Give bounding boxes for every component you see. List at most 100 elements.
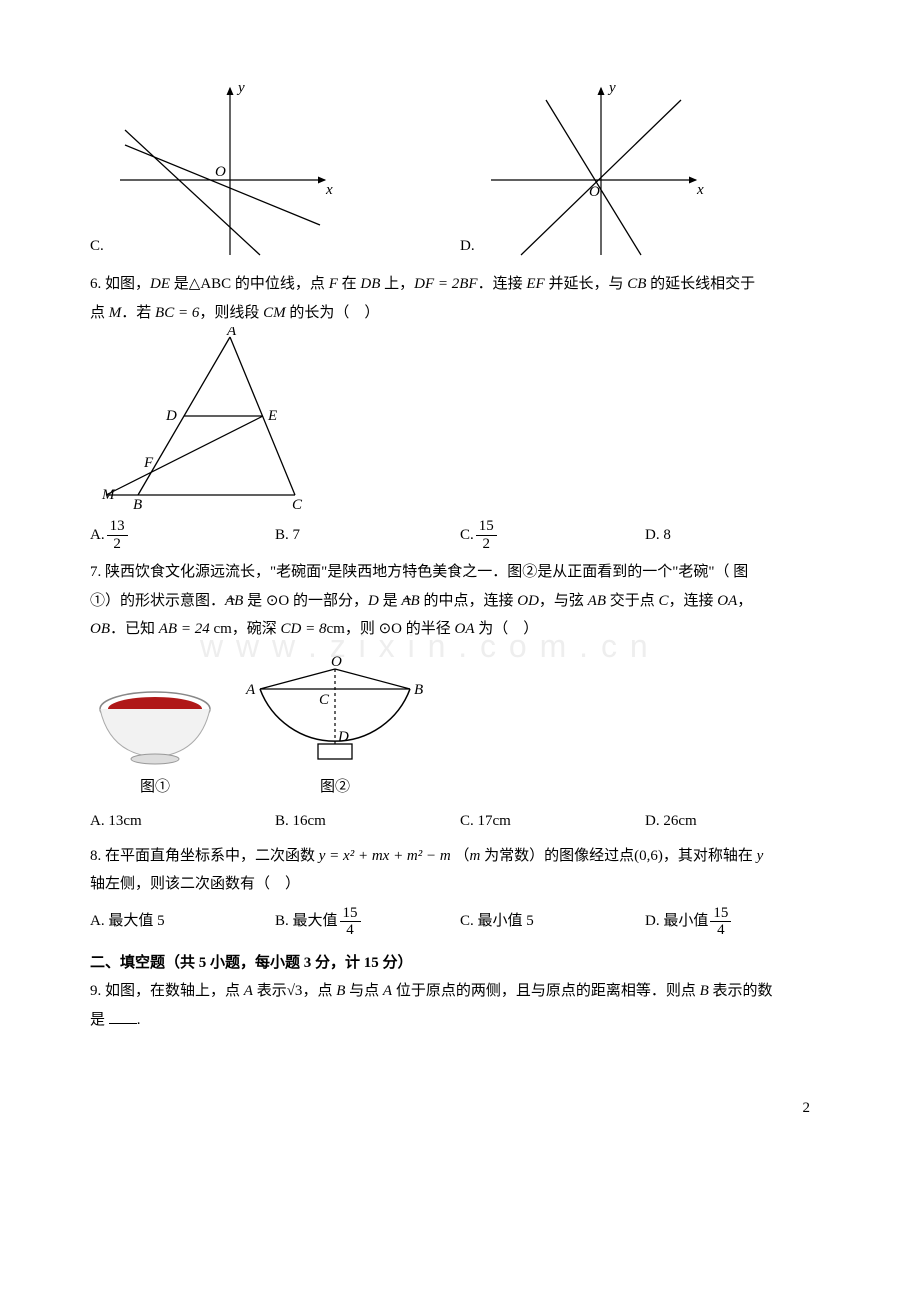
q6-options: A. 132 B. 7 C. 152 D. 8	[90, 518, 830, 552]
q7-t1: 7. 陕西饮食文化源远流长，"老碗面"是陕西地方特色美食之一．图②是从正面看到的…	[90, 564, 748, 580]
svg-text:x: x	[325, 182, 333, 198]
q6-de: DE	[150, 276, 170, 292]
q9-l2: 是	[90, 1012, 109, 1028]
q6-t6: 并延长，与	[545, 276, 628, 292]
q7-eq1: AB = 24	[159, 621, 210, 637]
q8-a: A. 最大值 5	[90, 907, 165, 936]
q6-t7: 的延长线相交于	[646, 276, 755, 292]
svg-text:x: x	[696, 182, 704, 198]
q6-fig-A: A	[226, 327, 237, 339]
q7-d: D. 26cm	[645, 807, 697, 836]
q6-l2c: ，则线段	[199, 305, 263, 321]
q6-fig-D: D	[165, 408, 177, 424]
q9-t5: 位于原点的两侧，且与原点的距离相等．则点	[392, 983, 700, 999]
q9-end: .	[137, 1012, 141, 1028]
q7-ab: AB	[588, 593, 606, 609]
q7-c: C	[659, 593, 669, 609]
q6-cm: CM	[263, 305, 286, 321]
q7-fig-B: B	[414, 682, 423, 698]
q9-t4: 与点	[345, 983, 383, 999]
q8-eq: y = x² + mx + m² − m	[319, 848, 451, 864]
q5-option-d: D. y x O	[460, 80, 830, 260]
q7-line3: OB．已知 AB = 24 cm，碗深 CD = 8cm，则 ⊙O 的半径 OA…	[90, 615, 830, 644]
q7-line2: ①）的形状示意图．⌢AB 是 ⊙O 的一部分，D 是 ⌢AB 的中点，连接 OD…	[90, 587, 830, 616]
q6-c-num: 15	[476, 518, 497, 536]
q6-vabc: △ABC	[189, 276, 231, 292]
q7-t2f: ，与弦	[539, 593, 588, 609]
q7-oa2: OA	[455, 621, 475, 637]
q7-captions: 图① 图②	[90, 773, 830, 802]
q7-fig-D: D	[337, 729, 349, 745]
q6-text-line2: 点 M．若 BC = 6，则线段 CM 的长为（ ）	[90, 299, 830, 328]
q6-d: D. 8	[645, 521, 671, 550]
q9-A: A	[244, 983, 253, 999]
q8-y: y	[757, 848, 764, 864]
q9-B: B	[336, 983, 345, 999]
q6-a-num: 13	[107, 518, 128, 536]
q8-options: A. 最大值 5 B. 最大值 154 C. 最小值 5 D. 最小值 154	[90, 905, 830, 939]
q7-b: B. 16cm	[275, 807, 326, 836]
q6-fig-M: M	[101, 487, 116, 503]
q9-B2: B	[700, 983, 709, 999]
q7-c: C. 17cm	[460, 807, 511, 836]
q7-t2a: ①）的形状示意图．	[90, 593, 225, 609]
q7-od: OD	[517, 593, 539, 609]
q7-fig2-diagram: O A B C D	[230, 654, 440, 769]
q6-db: DB	[360, 276, 380, 292]
q6-c: C.	[460, 521, 474, 550]
q8-t1: 8. 在平面直角坐标系中，二次函数	[90, 848, 319, 864]
q7-fig1-bowl-icon	[90, 679, 220, 769]
q5-d-label: D.	[460, 232, 475, 261]
q6-c-den: 2	[476, 536, 497, 553]
q6-text: 6. 如图，DE 是△ABC 的中位线，点 F 在 DB 上，DF = 2BF．…	[90, 270, 830, 299]
q7-t3pre: ．已知	[110, 621, 159, 637]
q9-t3: ，点	[302, 983, 336, 999]
q7-t2d: 是	[379, 593, 402, 609]
q6-ef: EF	[526, 276, 544, 292]
q7-t2i: ，	[737, 593, 752, 609]
q5-c-graph: y x O	[110, 80, 340, 260]
q7-figures: O A B C D	[90, 654, 830, 769]
q7-t2e: 的中点，连接	[420, 593, 518, 609]
q7-circO: ⊙O	[266, 593, 289, 609]
q6-t2: 的中位线，点	[231, 276, 329, 292]
q5-d-graph: y x O	[481, 80, 711, 260]
q8-opt-d: D. 最小值 154	[645, 905, 830, 939]
q7-fig-C: C	[319, 692, 330, 708]
q7-t3c: cm，则	[327, 621, 379, 637]
q7-ob: OB	[90, 621, 110, 637]
q8-d-den: 4	[710, 922, 731, 939]
q7-t3e: 为（ ）	[475, 621, 539, 637]
q8-t2: （	[451, 848, 470, 864]
q8-t3: 为常数）的图像经过点	[480, 848, 634, 864]
q7-t2h: ，连接	[669, 593, 718, 609]
q7-t2c: 的一部分，	[289, 593, 368, 609]
q6-f: F	[329, 276, 338, 292]
q6-fig-E: E	[267, 408, 277, 424]
q7-circO2: ⊙O	[379, 621, 402, 637]
q8-b-pre: B. 最大值	[275, 907, 338, 936]
q7-options: A. 13cm B. 16cm C. 17cm D. 26cm	[90, 807, 830, 836]
section2-title: 二、填空题（共 5 小题，每小题 3 分，计 15 分）	[90, 949, 830, 978]
q6-l2b: ．若	[121, 305, 155, 321]
q8-c: C. 最小值 5	[460, 907, 534, 936]
q6-t0: 6. 如图，	[90, 276, 150, 292]
q8-b-den: 4	[340, 922, 361, 939]
q6-opt-a: A. 132	[90, 518, 275, 552]
q7-arc-ab: ⌢AB	[225, 593, 243, 609]
q9-t1: 9. 如图，在数轴上，点	[90, 983, 244, 999]
q6-cb: CB	[627, 276, 646, 292]
q6-fig-C: C	[292, 497, 303, 512]
q7-t2g: 交于点	[606, 593, 659, 609]
q6-opt-d: D. 8	[645, 518, 830, 552]
q6-t4: 上，	[380, 276, 414, 292]
q8-line1: 8. 在平面直角坐标系中，二次函数 y = x² + mx + m² − m （…	[90, 842, 830, 871]
q7-opt-c: C. 17cm	[460, 807, 645, 836]
q7-opt-a: A. 13cm	[90, 807, 275, 836]
q5-options-row: C. y x O D. y x O	[90, 80, 830, 260]
q7-t3d: 的半径	[402, 621, 455, 637]
q7-opt-b: B. 16cm	[275, 807, 460, 836]
q9-line1: 9. 如图，在数轴上，点 A 表示√3，点 B 与点 A 位于原点的两侧，且与原…	[90, 977, 830, 1006]
q6-l2a: 点	[90, 305, 109, 321]
svg-text:O: O	[215, 164, 226, 180]
